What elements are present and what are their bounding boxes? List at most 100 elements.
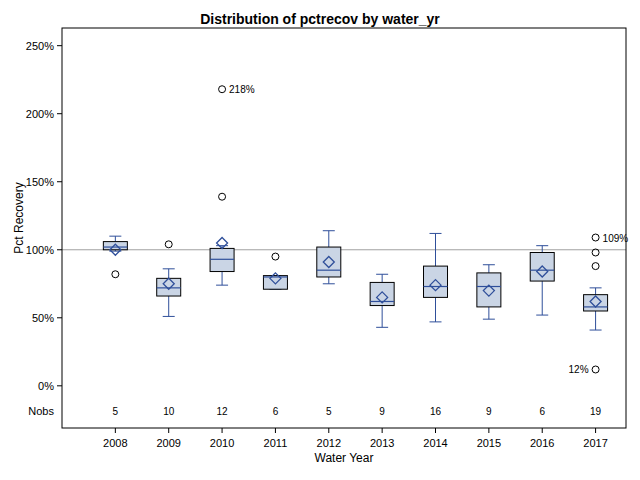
nobs-count: 10 (163, 406, 175, 417)
median (103, 246, 127, 247)
whisker-cap-high (109, 236, 121, 237)
mean (590, 296, 601, 307)
box (477, 273, 501, 307)
nobs-count: 9 (379, 406, 385, 417)
mean (483, 285, 494, 296)
x-tick-label: 2009 (156, 437, 180, 449)
outlier (592, 249, 599, 256)
outlier-label: 12% (569, 364, 589, 375)
outlier (272, 253, 279, 260)
y-axis-label: Pct Recovery (12, 182, 26, 253)
box (370, 282, 394, 305)
mean (323, 257, 334, 268)
box (530, 252, 554, 281)
box (424, 266, 448, 297)
x-tick (595, 428, 596, 433)
whisker-cap-high (536, 245, 548, 246)
labels: Nobs510218%126591696109%12%19 (28, 84, 628, 417)
nobs-count: 6 (273, 406, 279, 417)
whisker-low (328, 277, 329, 284)
whisker-high (382, 274, 383, 282)
whisker-cap-high (323, 230, 335, 231)
outlier (592, 366, 599, 373)
whisker-cap-high (163, 268, 175, 269)
whisker-cap-high (483, 264, 495, 265)
median (370, 301, 394, 302)
outlier (592, 263, 599, 270)
whisker-cap-high (430, 233, 442, 234)
x-tick-label: 2015 (477, 437, 501, 449)
x-tick (382, 428, 383, 433)
box (210, 248, 234, 271)
nobs-count: 5 (113, 406, 119, 417)
median (477, 286, 501, 287)
y-tick-label: 0% (38, 380, 54, 392)
whisker-cap-low (323, 283, 335, 284)
whisker-low (382, 306, 383, 328)
whisker-low (435, 297, 436, 321)
nobs-count: 9 (486, 406, 492, 417)
title: Distribution of pctrecov by water_yr (200, 11, 440, 27)
whisker-low (595, 311, 596, 330)
y-tick-label: 50% (32, 312, 54, 324)
y-tick (57, 113, 62, 114)
x-tick (168, 428, 169, 433)
y-tick-label: 150% (26, 176, 54, 188)
whisker-high (542, 246, 543, 253)
mean (377, 292, 388, 303)
whisker-cap-low (163, 316, 175, 317)
box (157, 278, 181, 296)
x-tick-label: 2017 (583, 437, 607, 449)
whisker-cap-low (376, 327, 388, 328)
outlier (219, 193, 226, 200)
x-tick-label: 2011 (264, 437, 288, 449)
outlier (112, 271, 119, 278)
outlier (592, 234, 599, 241)
whisker-high (595, 288, 596, 295)
median (157, 287, 181, 288)
box (263, 276, 287, 290)
mean (163, 278, 174, 289)
y-tick (57, 45, 62, 46)
mean (110, 244, 121, 255)
x-tick (328, 428, 329, 433)
nobs-count: 6 (539, 406, 545, 417)
whisker-cap-low (590, 330, 602, 331)
y-tick-label: 100% (26, 244, 54, 256)
nobs-count: 19 (590, 406, 602, 417)
x-tick (222, 428, 223, 433)
median (210, 259, 234, 260)
outlier (165, 241, 172, 248)
whisker-cap-low (430, 321, 442, 322)
x-tick (115, 428, 116, 433)
y-tick (57, 181, 62, 182)
whisker-cap-low (536, 315, 548, 316)
whisker-high (115, 236, 116, 241)
y-tick-label: 200% (26, 108, 54, 120)
whisker-cap-low (483, 319, 495, 320)
median (263, 276, 287, 277)
median (530, 270, 554, 271)
x-tick-label: 2016 (530, 437, 554, 449)
nobs-count: 16 (430, 406, 442, 417)
plot-frame (62, 28, 626, 428)
whisker-high (328, 231, 329, 247)
x-tick-label: 2013 (370, 437, 394, 449)
nobs-count: 12 (217, 406, 229, 417)
plot-marks (62, 86, 626, 373)
x-tick-label: 2012 (317, 437, 341, 449)
whisker-high (488, 265, 489, 273)
median (424, 286, 448, 287)
x-tick-label: 2008 (103, 437, 127, 449)
outlier (219, 86, 226, 93)
whisker-low (542, 281, 543, 315)
reference-line (62, 249, 626, 250)
y-tick-label: 250% (26, 40, 54, 52)
y-tick (57, 317, 62, 318)
mean (430, 280, 441, 291)
x-tick (435, 428, 436, 433)
x-axis-label: Water Year (315, 451, 374, 465)
whisker-cap-high (216, 245, 228, 246)
x-tick (488, 428, 489, 433)
median (317, 270, 341, 271)
